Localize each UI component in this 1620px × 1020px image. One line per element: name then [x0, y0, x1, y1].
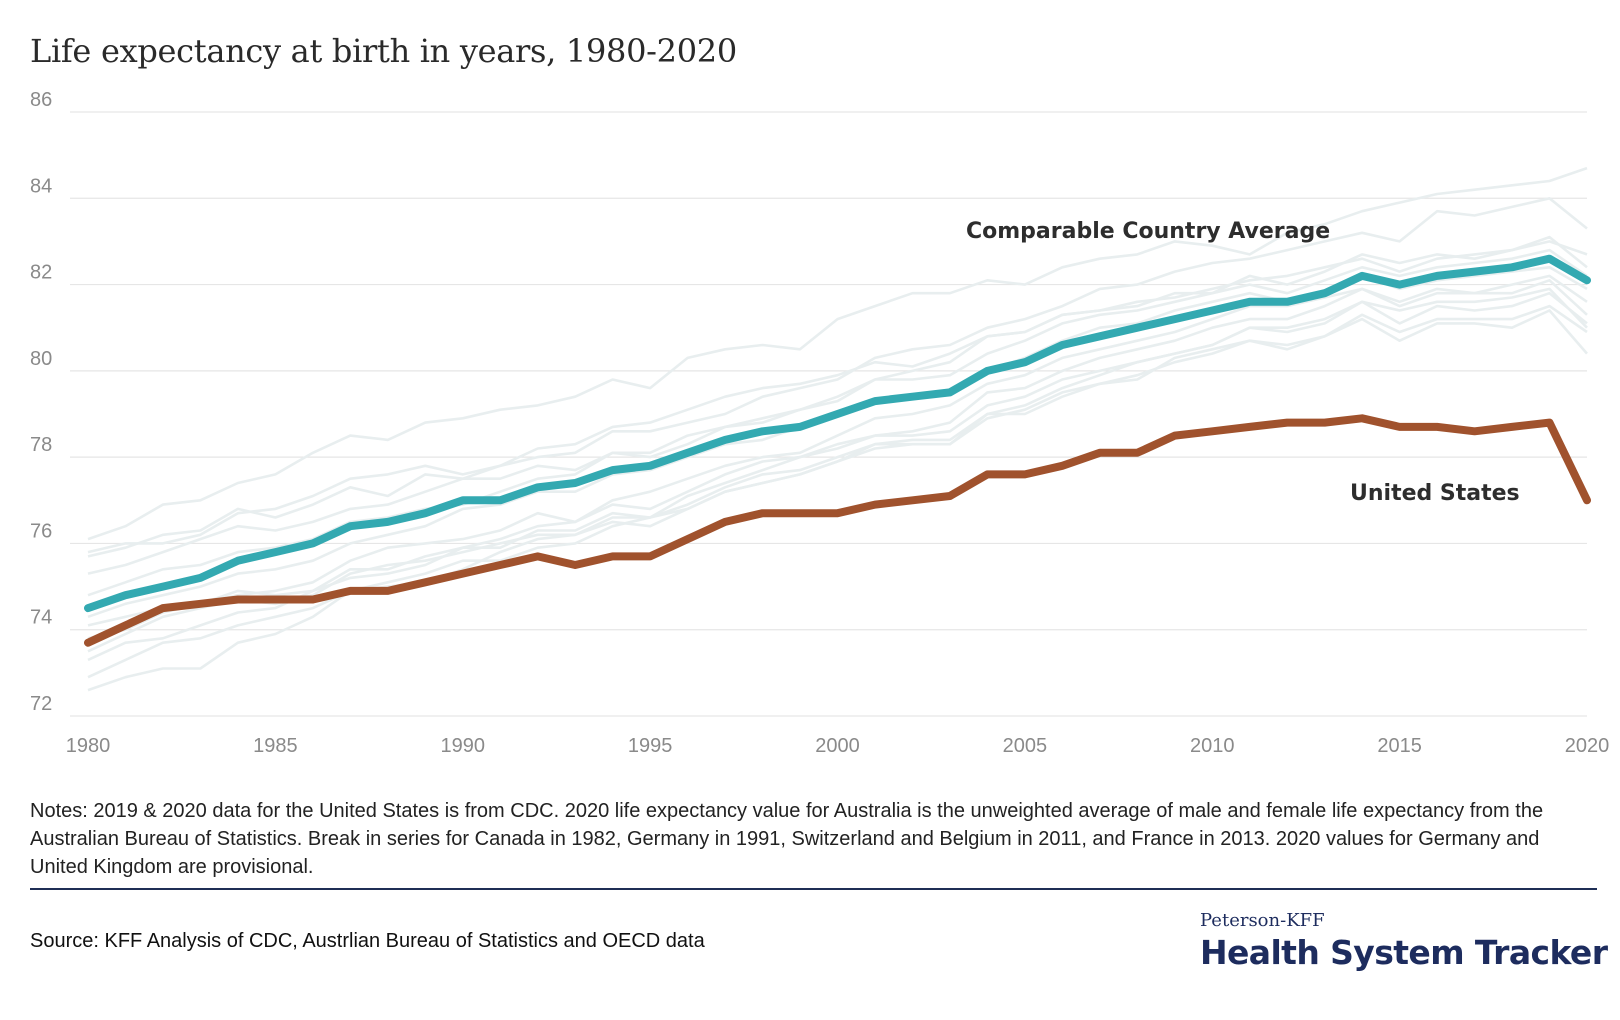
chart-source: Source: KFF Analysis of CDC, Austrlian B… [30, 930, 705, 952]
highlight-lines [84, 254, 1591, 647]
y-tick-label-78: 78 [30, 434, 52, 456]
line-comparable-country-average [84, 254, 1591, 613]
country-line-10 [87, 287, 1588, 662]
label-united-states: United States [1350, 481, 1520, 506]
country-lines [87, 166, 1588, 692]
y-tick-label-72: 72 [30, 693, 52, 715]
y-tick-label-76: 76 [30, 520, 52, 542]
brand-logo-text: Health System Tracker [1200, 933, 1608, 972]
x-tick-label-1990: 1990 [441, 735, 486, 757]
y-tick-label-84: 84 [30, 175, 52, 197]
label-comparable-country-average: Comparable Country Average [966, 219, 1330, 244]
y-tick-label-86: 86 [30, 89, 52, 111]
chart-title: Life expectancy at birth in years, 1980-… [30, 32, 737, 70]
country-line-4 [87, 240, 1588, 575]
x-tick-label-2020: 2020 [1565, 735, 1610, 757]
y-tick-label-80: 80 [30, 348, 52, 370]
x-axis-ticks: 1980 1985 1990 1995 2000 2005 2010 2015 2020 [66, 735, 1610, 757]
country-line-7 [87, 274, 1588, 627]
country-line-3 [87, 235, 1588, 554]
x-tick-label-1995: 1995 [628, 735, 673, 757]
chart-notes: Notes: 2019 & 2020 data for the United S… [30, 800, 1544, 878]
gridlines [70, 111, 1587, 717]
country-line-12 [87, 309, 1588, 692]
x-tick-label-2010: 2010 [1190, 735, 1235, 757]
divider [30, 888, 1597, 890]
x-tick-label-2005: 2005 [1003, 735, 1048, 757]
country-line-2 [87, 197, 1588, 558]
country-line-9 [87, 291, 1588, 653]
x-tick-label-2015: 2015 [1377, 735, 1422, 757]
country-line-8 [87, 279, 1588, 640]
line-united-states [84, 414, 1591, 647]
brand-subtitle: Peterson-KFF [1200, 910, 1325, 931]
y-axis-ticks: 72 74 76 78 80 82 84 86 [30, 89, 52, 715]
line-chart: 72 74 76 78 80 82 84 86 1980 1985 1990 1995 2000 200… [30, 89, 1610, 757]
country-line-1 [87, 166, 1588, 541]
y-tick-label-74: 74 [30, 607, 52, 629]
x-tick-label-1980: 1980 [66, 735, 111, 757]
x-tick-label-1985: 1985 [253, 735, 298, 757]
x-tick-label-2000: 2000 [815, 735, 860, 757]
y-tick-label-82: 82 [30, 262, 52, 284]
